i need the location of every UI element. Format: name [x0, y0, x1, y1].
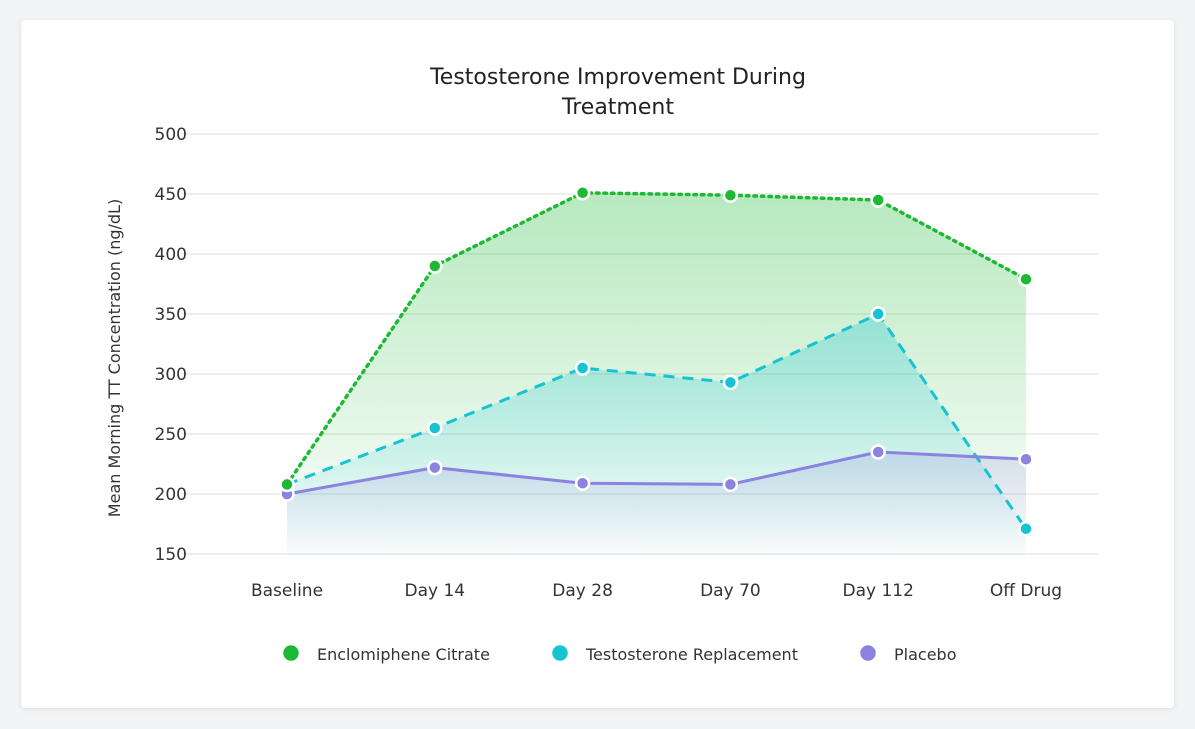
data-point [279, 476, 295, 493]
series-line-2 [286, 450, 1027, 496]
legend-label-2: Placebo [894, 645, 956, 664]
data-point [870, 306, 886, 322]
series-points [279, 185, 1034, 537]
legend-marker-0 [281, 643, 301, 663]
legend-marker-2 [858, 643, 878, 663]
y-tick-label: 250 [155, 425, 187, 445]
data-point [870, 192, 886, 208]
series-lines [285, 191, 1028, 530]
series-areas [287, 192, 1026, 561]
y-axis-label: Mean Morning TT Concentration (ng/dL) [105, 199, 124, 517]
series-line-0 [285, 191, 1028, 487]
y-tick-label: 150 [155, 545, 187, 565]
y-tick-label: 300 [155, 365, 187, 385]
y-axis-ticks: 500 450 400 350 300 250 200 150 [155, 125, 187, 565]
x-axis-ticks: Baseline Day 14 Day 28 Day 70 Day 112 Off Dru… [251, 581, 1062, 601]
legend-label-0: Enclomiphene Citrate [317, 645, 490, 664]
x-tick-label: Day 70 [700, 581, 761, 601]
y-tick-label: 400 [155, 245, 187, 265]
chart-title-line-1: Testosterone Improvement During [429, 65, 806, 90]
data-point [722, 374, 739, 391]
x-tick-label: Baseline [251, 581, 323, 601]
data-point [574, 475, 591, 491]
x-tick-label: Day 112 [842, 581, 913, 601]
data-point [1018, 521, 1034, 537]
data-point [1018, 451, 1034, 467]
data-point [722, 187, 739, 203]
series-line-1 [286, 312, 1028, 530]
x-tick-label: Day 28 [552, 581, 613, 601]
legend-marker-1 [550, 643, 570, 663]
data-point [870, 444, 886, 460]
data-point [427, 420, 443, 436]
legend: Enclomiphene Citrate Testosterone Replace… [281, 643, 956, 664]
y-tick-label: 200 [155, 485, 187, 505]
y-tick-label: 450 [155, 185, 187, 205]
y-tick-label: 500 [155, 125, 187, 145]
y-tick-label: 350 [155, 305, 187, 325]
data-point [574, 360, 591, 376]
data-point [1018, 271, 1034, 287]
data-point [427, 459, 443, 476]
x-tick-label: Day 14 [404, 581, 465, 601]
data-point [427, 258, 443, 274]
data-point [574, 185, 591, 201]
chart-title-line-2: Treatment [561, 95, 674, 120]
x-tick-label: Off Drug [990, 581, 1062, 601]
area-2 [287, 452, 1026, 560]
data-point [722, 476, 739, 493]
legend-label-1: Testosterone Replacement [585, 645, 798, 664]
